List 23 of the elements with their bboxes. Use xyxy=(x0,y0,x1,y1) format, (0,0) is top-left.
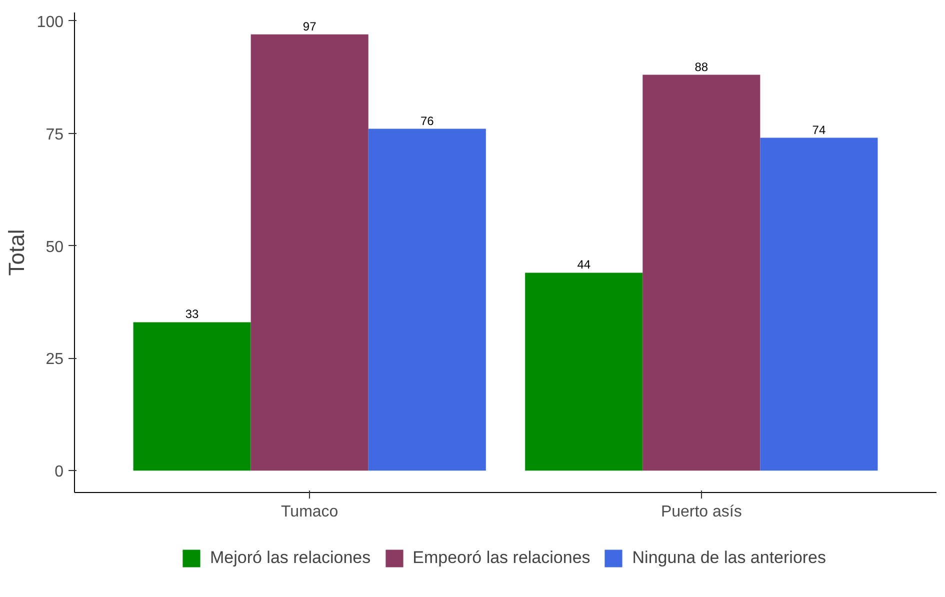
y-axis-title: Total xyxy=(4,229,29,276)
y-tick-label: 50 xyxy=(46,238,64,256)
bar xyxy=(368,128,486,471)
legend-label: Ninguna de las anteriores xyxy=(632,548,826,568)
legend-label: Empeoró las relaciones xyxy=(412,548,590,568)
x-tick-label: Puerto asís xyxy=(660,504,742,520)
bar xyxy=(250,34,368,471)
data-label: 74 xyxy=(812,122,826,137)
data-label: 76 xyxy=(420,114,434,128)
y-tick-label: 100 xyxy=(36,14,64,31)
y-tick-label: 75 xyxy=(46,126,64,144)
data-label: 44 xyxy=(577,258,591,272)
data-label: 33 xyxy=(185,307,200,322)
bar xyxy=(760,138,878,471)
bar xyxy=(133,322,251,471)
data-label: 97 xyxy=(302,19,317,34)
legend-label: Mejoró las relaciones xyxy=(210,548,371,568)
bar xyxy=(525,272,643,471)
x-tick-label: Tumaco xyxy=(280,504,338,520)
bar xyxy=(642,74,760,471)
data-label: 88 xyxy=(694,60,708,74)
y-tick-label: 0 xyxy=(54,464,64,481)
y-tick-label: 25 xyxy=(46,351,64,368)
